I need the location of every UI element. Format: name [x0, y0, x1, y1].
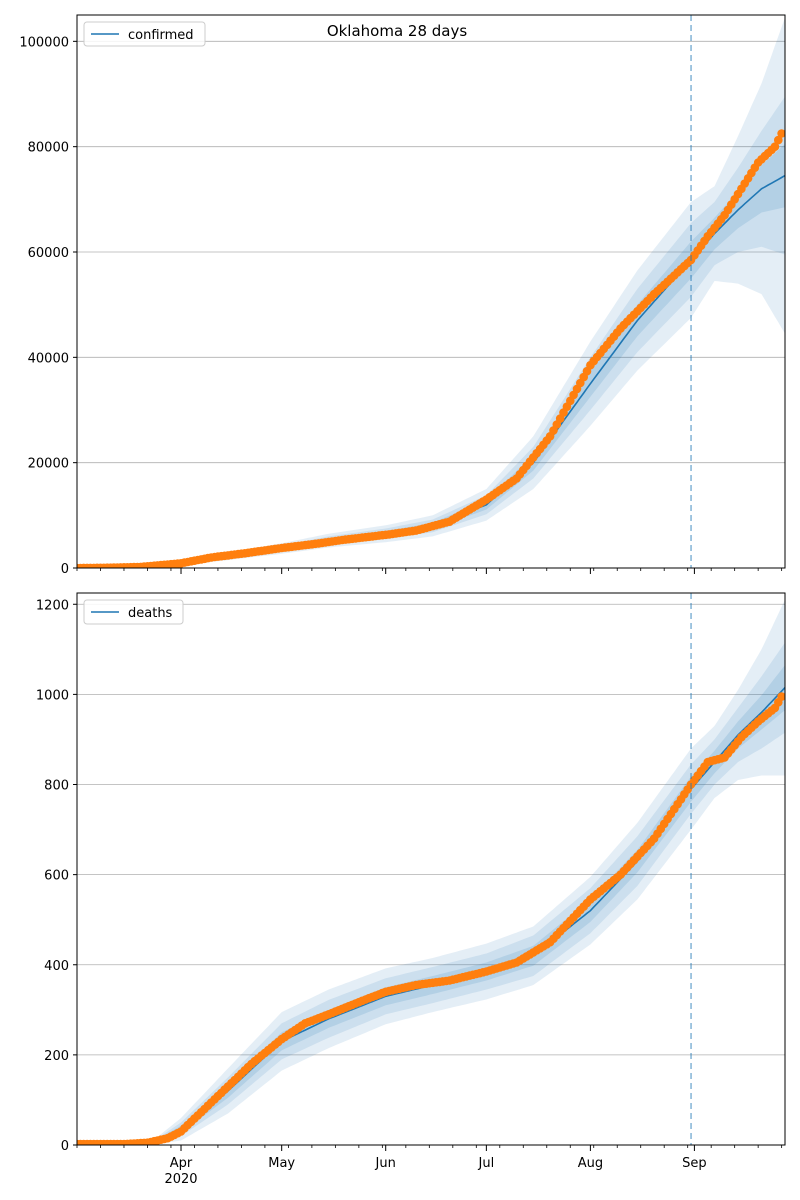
outer-uncertainty-band	[77, 599, 785, 1145]
y-tick-label: 60000	[28, 246, 69, 261]
y-tick-label: 0	[61, 562, 69, 577]
legend-label: deaths	[128, 606, 173, 621]
y-tick-label: 600	[44, 869, 69, 884]
x-tick-label: May	[268, 1156, 295, 1171]
observed-point	[774, 135, 783, 145]
plot-frame	[76, 14, 786, 569]
y-tick-label: 200	[44, 1049, 69, 1064]
y-tick-label: 0	[61, 1139, 69, 1154]
y-tick-label: 400	[44, 959, 69, 974]
x-tick-label: Sep	[682, 1156, 707, 1171]
confirmed-panel: 0 20000 40000 60000 80000 100000 confirmed	[19, 14, 786, 577]
y-tick-label: 100000	[19, 35, 69, 50]
figure-title: Oklahoma 28 days	[327, 22, 468, 40]
plot-area	[77, 599, 785, 1145]
x-tick-label: Aug	[578, 1156, 603, 1171]
x-tick-sublabel: 2020	[164, 1172, 197, 1187]
middle-uncertainty-band	[77, 96, 785, 568]
legend: deaths	[83, 599, 184, 625]
y-tick-label: 800	[44, 779, 69, 794]
legend: confirmed	[83, 21, 206, 47]
y-tick-label: 1200	[36, 598, 69, 613]
plot-frame	[76, 592, 786, 1146]
y-tick-label: 20000	[28, 457, 69, 472]
observed-point	[777, 692, 785, 701]
x-tick-label: Jun	[375, 1156, 396, 1171]
legend-label: confirmed	[128, 28, 194, 43]
y-tick-label: 80000	[28, 141, 69, 156]
plot-area	[77, 17, 785, 568]
y-tick-label: 1000	[36, 688, 69, 703]
outer-uncertainty-band	[77, 17, 785, 568]
observed-point	[777, 129, 785, 138]
y-tick-label: 40000	[28, 351, 69, 366]
legend-box	[83, 21, 206, 47]
x-tick-label: Apr	[170, 1156, 193, 1171]
x-tick-label: Jul	[478, 1156, 495, 1171]
legend-box	[83, 599, 184, 625]
observed-point	[770, 142, 780, 151]
